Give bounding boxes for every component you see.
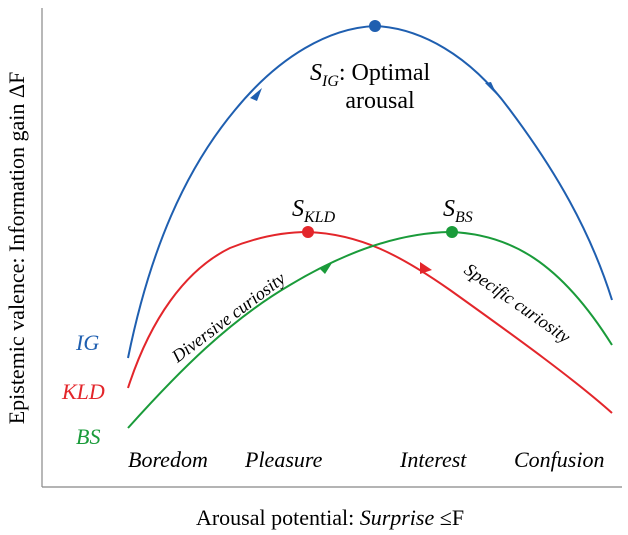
y-axis-label: Epistemic valence: Information gain ΔF bbox=[4, 72, 29, 425]
bs-peak-dot bbox=[446, 226, 458, 238]
ig-peak-dot bbox=[369, 20, 381, 32]
ig-curve-label: IG bbox=[75, 330, 99, 355]
region-confusion: Confusion bbox=[514, 447, 604, 472]
kld-curve bbox=[127, 230, 613, 414]
ig-peak-label: SIG: Optimal bbox=[310, 60, 431, 90]
kld-curve-label: KLD bbox=[61, 379, 105, 404]
ig-peak-label-line2: arousal bbox=[345, 88, 415, 114]
kld-arrow bbox=[420, 262, 432, 274]
kld-peak-label: SKLD bbox=[292, 196, 336, 226]
region-boredom: Boredom bbox=[128, 447, 208, 472]
bs-curve-label: BS bbox=[76, 424, 100, 449]
ig-arrow-right bbox=[485, 82, 497, 95]
bs-peak-label: SBS bbox=[443, 196, 473, 226]
bs-curve bbox=[127, 230, 613, 429]
ig-arrow-left bbox=[250, 88, 262, 101]
x-axis-label: Arousal potential: Surprise ≤F bbox=[196, 505, 464, 530]
region-interest: Interest bbox=[399, 447, 467, 472]
specific-curiosity-label: Specific curiosity bbox=[461, 259, 574, 347]
kld-peak-dot bbox=[302, 226, 314, 238]
bs-arrow bbox=[320, 263, 332, 274]
region-pleasure: Pleasure bbox=[244, 447, 323, 472]
